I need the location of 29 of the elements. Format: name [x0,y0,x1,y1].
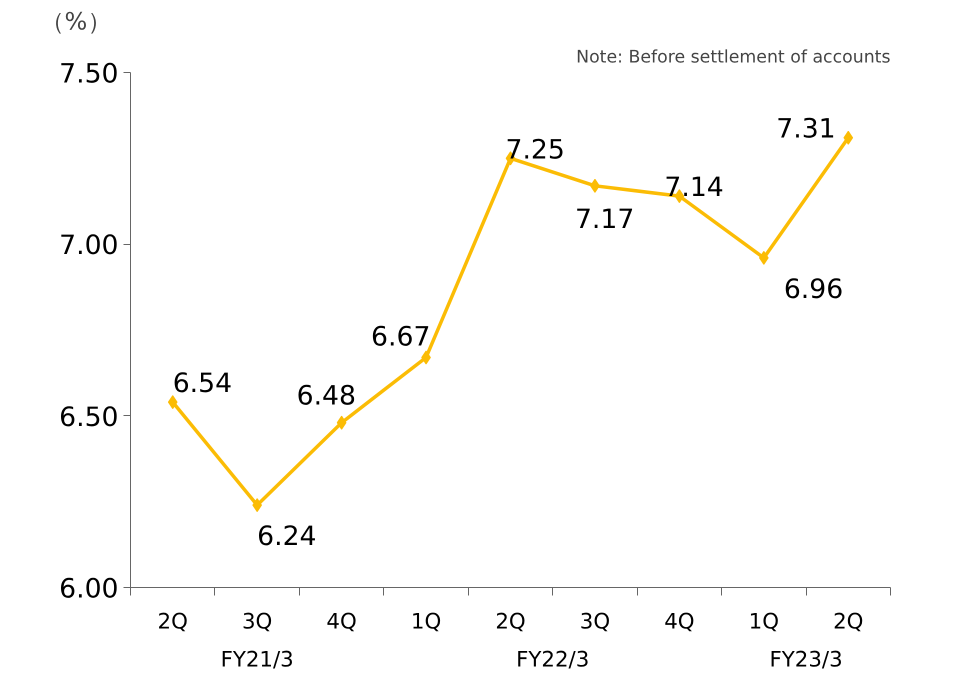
data-label: 6.96 [784,274,844,305]
data-label: 6.67 [371,321,430,352]
point [168,395,178,410]
text: Note: Before settlement of accounts [576,48,891,68]
data-label: 7.31 [776,114,836,145]
x-tick-label: 4Q [326,610,357,634]
text: FY22/3 [516,648,590,672]
data-label: 7.25 [506,134,565,166]
x-tick-label: 2Q [495,610,526,634]
x-tick-label: 1Q [410,610,442,634]
y-tick-label: 7.00 [59,230,119,262]
data-label: 6.54 [172,368,232,400]
y-axis-title: （%） [40,8,112,36]
x-tick-label: 1Q [748,610,780,634]
text: FY23/3 [769,648,843,672]
data-label: 7.14 [664,172,724,204]
x-tick-label: 3Q [242,610,272,634]
y-tick-label: 6.00 [59,574,119,604]
y-tick-label: 6.50 [59,402,119,433]
x-tick-label: 4Q [664,610,695,634]
text: FY21/3 [220,648,294,672]
y-tick-label: 7.50 [59,58,119,90]
point [843,130,854,145]
data-label: 6.24 [257,521,317,552]
data-label: 7.17 [574,204,634,235]
x-tick-label: 2Q [158,610,188,634]
data-label: 6.48 [296,380,356,412]
x-tick-label: 2Q [833,610,864,634]
x-tick-label: 3Q [580,610,610,634]
